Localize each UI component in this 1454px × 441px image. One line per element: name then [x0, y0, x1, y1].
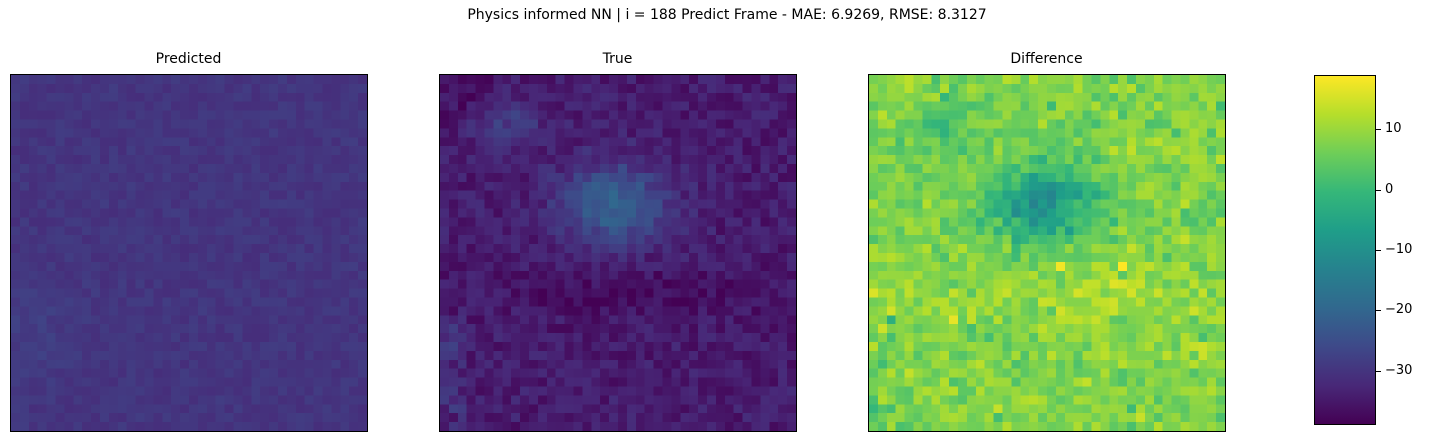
colorbar — [1314, 75, 1376, 425]
colorbar-tick-mark — [1376, 129, 1381, 130]
colorbar-tick-label: 0 — [1385, 182, 1394, 197]
true-heatmap-canvas — [440, 75, 796, 431]
predicted-heatmap-canvas — [11, 75, 367, 431]
true-panel-title: True — [602, 51, 633, 67]
colorbar-tick-mark — [1376, 310, 1381, 311]
difference-panel-title: Difference — [1010, 51, 1083, 67]
colorbar-tick-label: 10 — [1385, 121, 1402, 136]
predicted-panel-title: Predicted — [155, 51, 222, 67]
colorbar-tick-label: −10 — [1385, 242, 1413, 257]
difference-heatmap — [868, 74, 1226, 432]
colorbar-tick-label: −20 — [1385, 302, 1413, 317]
true-heatmap — [439, 74, 797, 432]
colorbar-tick-mark — [1376, 371, 1381, 372]
colorbar-tick-label: −30 — [1385, 363, 1413, 378]
colorbar-tick-mark — [1376, 250, 1381, 251]
figure-title: Physics informed NN | i = 188 Predict Fr… — [467, 7, 987, 23]
difference-heatmap-canvas — [869, 75, 1225, 431]
predicted-heatmap — [10, 74, 368, 432]
colorbar-tick-mark — [1376, 190, 1381, 191]
